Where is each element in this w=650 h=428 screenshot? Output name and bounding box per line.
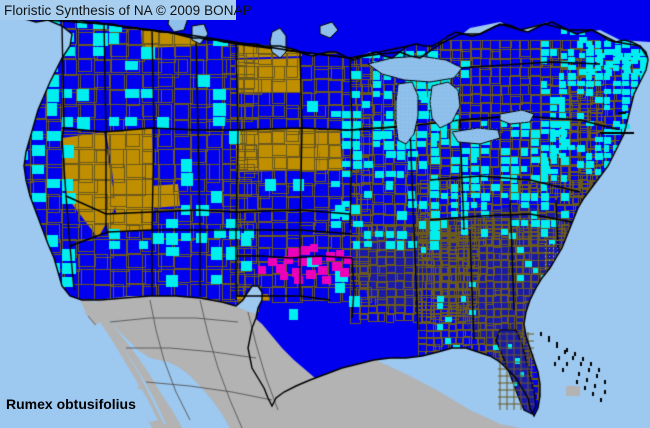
copyright-text: Floristic Synthesis of NA © 2009 BONAP xyxy=(4,2,252,18)
copyright-banner: Floristic Synthesis of NA © 2009 BONAP xyxy=(0,0,252,20)
species-name-label: Rumex obtusifolius xyxy=(6,396,136,412)
